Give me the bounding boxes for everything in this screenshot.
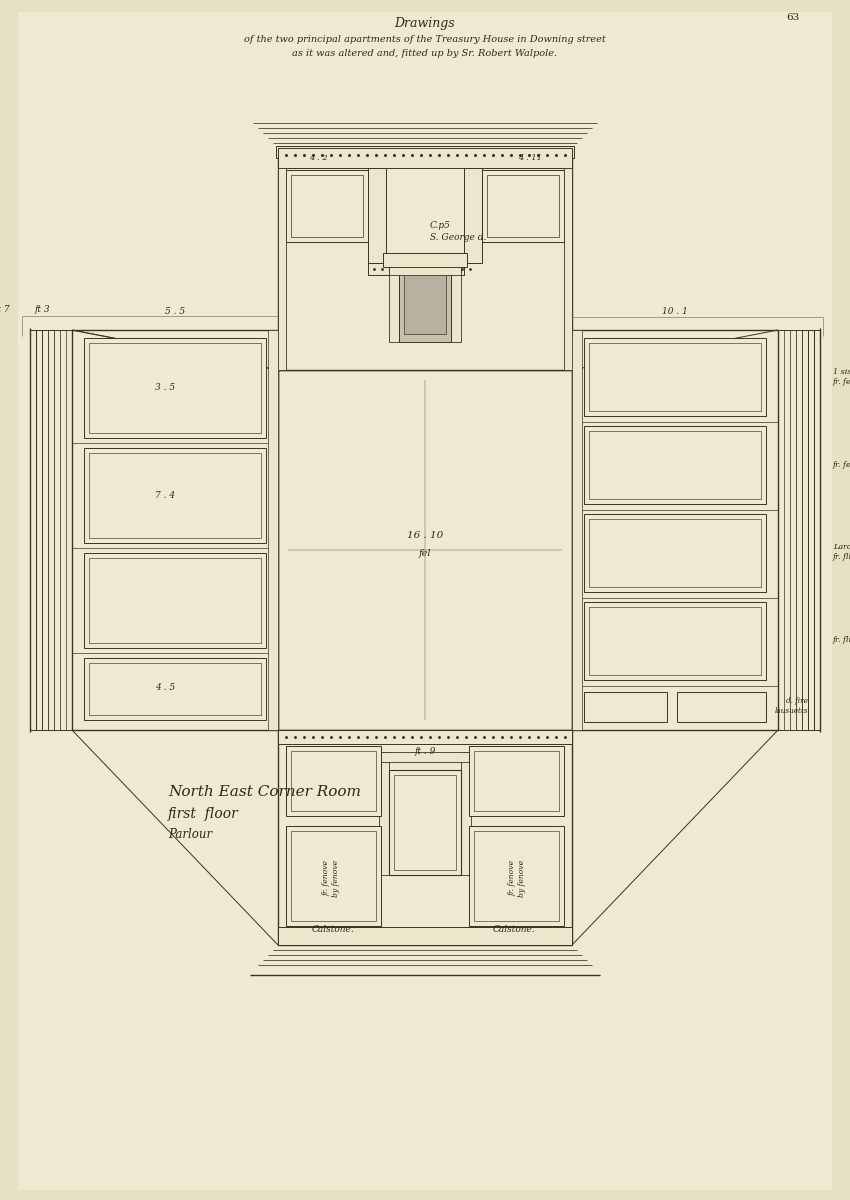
Bar [474, 830, 559, 922]
Bar [84, 553, 266, 648]
Text: first  floor: first floor [168, 806, 239, 821]
Text: fr. fenove.: fr. fenove. [833, 461, 850, 469]
Bar [469, 826, 564, 926]
Bar [389, 266, 461, 275]
Bar [84, 338, 266, 438]
Bar [404, 272, 446, 334]
Bar [399, 266, 451, 342]
Bar [89, 343, 261, 433]
Text: ft . 9: ft . 9 [414, 748, 436, 756]
Text: Lardeng
fr. flice.: Lardeng fr. flice. [833, 544, 850, 560]
Text: ft 7: ft 7 [0, 306, 10, 314]
Bar [451, 266, 461, 342]
Bar [584, 692, 667, 722]
Bar [589, 607, 761, 674]
Bar [368, 263, 464, 275]
Bar [469, 746, 564, 816]
Bar [389, 770, 461, 875]
Bar [72, 330, 278, 730]
Bar [368, 168, 386, 263]
Bar [278, 148, 572, 168]
Text: 1 siston
fr. fenove.: 1 siston fr. fenove. [833, 368, 850, 385]
Bar [584, 426, 766, 504]
Bar [464, 168, 482, 263]
Text: 5 . 5: 5 . 5 [165, 307, 185, 317]
Text: 4 . 2: 4 . 2 [309, 154, 327, 162]
Bar [89, 662, 261, 715]
Bar [291, 175, 363, 236]
Bar [584, 602, 766, 680]
Text: 3 . 5: 3 . 5 [155, 383, 175, 391]
Bar [89, 558, 261, 643]
Bar [291, 751, 376, 811]
Text: 16 . 10: 16 . 10 [407, 532, 443, 540]
Text: Calstone.: Calstone. [312, 925, 354, 935]
Bar [564, 168, 572, 370]
Bar [677, 692, 766, 722]
Text: 63: 63 [787, 13, 800, 23]
Bar [482, 170, 564, 242]
Bar [383, 253, 467, 266]
Bar [278, 370, 572, 730]
Bar [278, 730, 572, 744]
Text: of the two principal apartments of the Treasury House in Downing street: of the two principal apartments of the T… [244, 36, 606, 44]
Text: fel: fel [419, 550, 431, 558]
Bar [379, 752, 471, 762]
Text: ft 3: ft 3 [34, 306, 50, 314]
Bar [474, 751, 559, 811]
Text: North East Corner Room: North East Corner Room [168, 785, 361, 799]
Bar [589, 518, 761, 587]
Bar [589, 431, 761, 499]
Text: 4 . 5: 4 . 5 [155, 684, 175, 692]
Bar [584, 338, 766, 416]
Bar [278, 148, 572, 370]
Bar [589, 343, 761, 410]
Bar [389, 266, 399, 342]
Bar [461, 752, 471, 875]
Bar [84, 658, 266, 720]
Bar [487, 175, 559, 236]
Text: fr. fenove
by fenove: fr. fenove by fenove [322, 859, 340, 896]
Bar [291, 830, 376, 922]
Bar [572, 330, 778, 730]
Text: Calstone.: Calstone. [493, 925, 536, 935]
Bar [286, 746, 381, 816]
Text: as it was altered and, fitted up by Sr. Robert Walpole.: as it was altered and, fitted up by Sr. … [292, 49, 558, 59]
Text: fr. flice.: fr. flice. [833, 636, 850, 644]
Bar [286, 826, 381, 926]
Text: d. fire
lausuetts: d. fire lausuetts [774, 697, 808, 714]
Bar [394, 775, 456, 870]
Text: fr. fenove
by fenove: fr. fenove by fenove [508, 859, 525, 896]
Text: C.p5: C.p5 [430, 222, 451, 230]
Bar [584, 514, 766, 592]
Bar [379, 752, 389, 875]
Bar [278, 730, 572, 946]
Text: Parlour: Parlour [168, 828, 212, 841]
Bar [278, 926, 572, 946]
Bar [268, 330, 278, 730]
Bar [89, 452, 261, 538]
Text: S. George d.: S. George d. [430, 234, 486, 242]
Bar [276, 146, 574, 158]
Bar [84, 448, 266, 542]
Bar [572, 330, 582, 730]
Text: 10 . 1: 10 . 1 [662, 307, 688, 317]
Bar [278, 168, 286, 370]
Bar [286, 170, 368, 242]
Text: 4 . 11: 4 . 11 [518, 154, 542, 162]
Text: 7 . 4: 7 . 4 [155, 491, 175, 499]
Text: Drawings: Drawings [394, 17, 456, 30]
